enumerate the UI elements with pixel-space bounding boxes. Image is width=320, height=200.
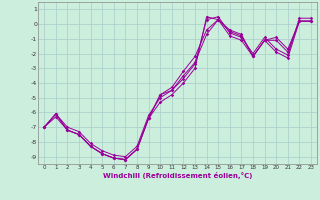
X-axis label: Windchill (Refroidissement éolien,°C): Windchill (Refroidissement éolien,°C) — [103, 172, 252, 179]
